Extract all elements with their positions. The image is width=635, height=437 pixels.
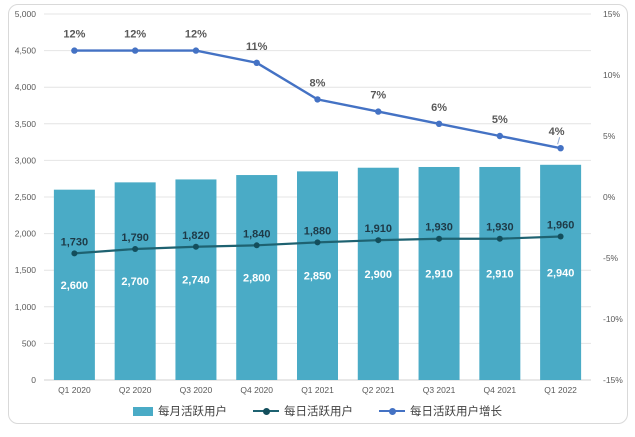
legend-item-mau[interactable]: 每月活跃用户 [133,403,227,419]
x-axis-label-q2-2021: Q2 2021 [362,385,395,395]
legend-label: 每日活跃用户 [284,406,353,418]
left-axis-tick-label: 500 [22,338,36,348]
bar-value-label: 2,700 [121,276,149,288]
dau-marker-q1-2022[interactable] [557,233,564,240]
bar-value-label: 2,740 [182,275,210,287]
left-axis-tick-label: 0 [31,375,36,385]
left-axis-tick-label: 5,000 [15,9,37,19]
bar-q3-2021[interactable] [418,166,460,380]
bar-value-label: 2,600 [61,280,89,292]
left-axis-tick-label: 1,500 [15,265,37,275]
right-axis-tick-label: -5% [603,253,619,263]
bar-value-label: 2,910 [486,268,514,280]
bar-q2-2020[interactable] [114,182,156,380]
left-axis-tick-label: 2,500 [15,192,37,202]
bar-q4-2020[interactable] [236,175,278,380]
legend-item-dau[interactable]: 每日活跃用户 [253,403,353,419]
legend-label: 每月活跃用户 [158,406,227,418]
dau-growth-marker-q1-2021[interactable] [314,96,321,103]
left-axis-tick-label: 1,000 [15,302,37,312]
x-axis-label-q4-2020: Q4 2020 [240,385,273,395]
dau-marker-q4-2021[interactable] [496,235,503,242]
dau-marker-q3-2020[interactable] [192,243,199,250]
bar-value-label: 2,910 [425,268,453,280]
bar-value-label: 2,900 [365,269,393,281]
dau-marker-q2-2021[interactable] [375,237,382,244]
dau-growth-value-label: 4% [549,126,565,138]
dau-growth-value-label: 12% [63,29,85,41]
dau-value-label: 1,790 [121,232,149,244]
left-axis-tick-label: 4,000 [15,82,37,92]
dau-growth-value-label: 12% [185,29,207,41]
x-axis-label-q1-2020: Q1 2020 [58,385,91,395]
dau-growth-value-label: 8% [310,77,326,89]
dau-growth-marker-q1-2020[interactable] [71,47,78,54]
dau-growth-value-label: 12% [124,29,146,41]
legend: 每月活跃用户 每日活跃用户 每日活跃用户增长 [0,402,635,420]
x-axis-label-q3-2020: Q3 2020 [180,385,213,395]
right-axis-tick-label: 15% [603,9,620,19]
dau-marker-q1-2020[interactable] [71,250,78,257]
right-axis-tick-label: -15% [603,375,623,385]
dau-growth-marker-q2-2020[interactable] [131,47,139,54]
dau-growth-value-label: 5% [492,114,508,126]
dau-legend-swatch-icon [253,407,279,416]
bar-value-label: 2,850 [304,271,332,283]
dau-value-label: 1,840 [243,228,271,240]
dau-marker-q2-2020[interactable] [132,245,139,252]
left-axis-tick-label: 3,000 [15,155,37,165]
dau-growth-value-label: 6% [431,102,447,114]
right-axis-tick-label: -10% [603,314,623,324]
dau-value-label: 1,820 [182,230,210,242]
bar-value-label: 2,940 [547,267,575,279]
dau-growth-marker-q3-2021[interactable] [435,120,443,128]
right-axis-tick-label: 5% [603,131,616,141]
dau-value-label: 1,930 [425,222,453,234]
dau-growth-marker-q3-2020[interactable] [192,47,200,54]
dau-value-label: 1,960 [547,220,575,232]
dau-growth-marker-q4-2020[interactable] [253,59,260,66]
dau-value-label: 1,730 [61,236,89,248]
x-axis-label-q1-2021: Q1 2021 [301,385,334,395]
x-axis-label-q3-2021: Q3 2021 [423,385,456,395]
bar-q2-2021[interactable] [357,167,399,380]
data-label-leader-line [557,137,561,145]
right-axis-tick-label: 0% [603,192,616,202]
dau-growth-legend-swatch-icon [379,407,405,416]
left-axis-tick-label: 4,500 [15,46,37,56]
dau-growth-value-label: 7% [370,90,386,102]
dau-growth-marker-q4-2021[interactable] [496,132,504,140]
x-axis-label-q2-2020: Q2 2020 [119,385,152,395]
left-axis-tick-label: 2,000 [15,229,37,239]
left-axis-tick-label: 3,500 [15,119,37,129]
legend-label: 每日活跃用户增长 [410,406,502,418]
bar-q3-2020[interactable] [175,179,217,380]
dau-marker-q3-2021[interactable] [436,235,443,242]
dau-marker-q1-2021[interactable] [314,239,321,246]
x-axis-label-q1-2022: Q1 2022 [544,385,577,395]
bar-q1-2020[interactable] [53,189,95,380]
right-axis-tick-label: 10% [603,70,620,80]
bar-q1-2021[interactable] [297,171,338,380]
dau-growth-value-label: 11% [246,41,268,53]
mau-legend-swatch-icon [133,406,153,416]
dau-value-label: 1,930 [486,222,514,234]
bar-q1-2022[interactable] [540,164,582,380]
bar-q4-2021[interactable] [479,166,521,380]
bar-value-label: 2,800 [243,273,271,285]
dau-growth-marker-q1-2022[interactable] [557,145,564,152]
dau-value-label: 1,910 [365,223,393,235]
legend-item-dau-growth[interactable]: 每日活跃用户增长 [379,403,502,419]
dau-growth-marker-q2-2021[interactable] [375,108,382,115]
x-axis-label-q4-2021: Q4 2021 [484,385,517,395]
dau-value-label: 1,880 [304,225,332,237]
dau-marker-q4-2020[interactable] [253,242,260,249]
